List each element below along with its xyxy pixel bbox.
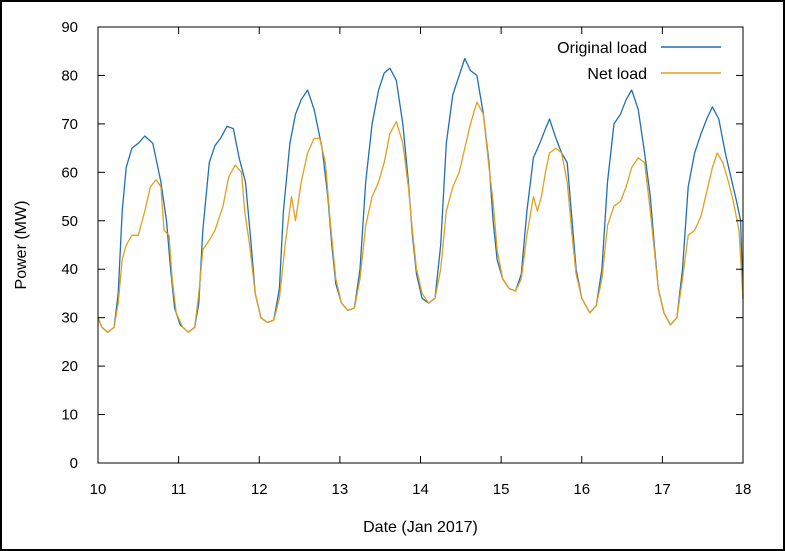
x-tick-label: 14 [412,481,429,498]
x-axis-title: Date (Jan 2017) [363,519,478,536]
x-tick-label: 16 [573,481,590,498]
x-tick-label: 12 [251,481,268,498]
series-line-original-load [97,57,744,333]
legend: Original load Net load [557,40,721,83]
y-tick-label: 50 [61,213,78,230]
y-tick-label: 20 [61,358,78,375]
x-tick-label: 17 [654,481,671,498]
x-tick-label: 15 [493,481,510,498]
legend-label-net-load: Net load [587,66,647,83]
y-tick-label: 30 [61,310,78,327]
y-tick-label: 80 [61,67,78,84]
x-tick-label: 11 [171,481,187,498]
x-tick-label: 10 [90,481,107,498]
tick-layer: 10 11 12 13 14 15 16 17 18 0 10 20 30 40 50 60 70 80 90 [61,19,751,498]
series-line-net-load [97,101,744,333]
y-tick-label: 60 [61,164,78,181]
series-layer [97,57,744,333]
y-tick-label: 10 [61,407,78,424]
y-tick-label: 90 [61,19,78,36]
y-tick-label: 40 [61,261,78,278]
plot-area-border [97,26,744,464]
legend-label-original-load: Original load [557,40,647,57]
y-tick-label: 0 [70,455,78,472]
x-tick-label: 18 [735,481,752,498]
y-tick-label: 70 [61,116,78,133]
y-axis-title: Power (MW) [13,201,30,290]
x-tick-label: 13 [332,481,349,498]
